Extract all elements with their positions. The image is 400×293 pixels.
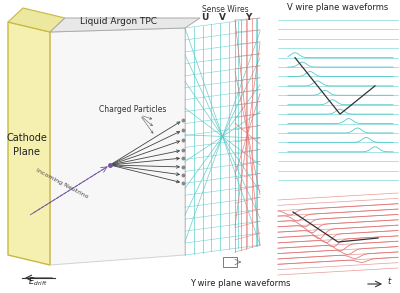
Polygon shape	[50, 18, 200, 32]
Text: Y: Y	[245, 13, 251, 21]
Text: V wire plane waveforms: V wire plane waveforms	[287, 4, 389, 13]
Text: U: U	[201, 13, 209, 21]
Text: Charged Particles: Charged Particles	[99, 105, 167, 114]
Polygon shape	[185, 18, 260, 255]
Text: Incoming Neutrino: Incoming Neutrino	[35, 167, 89, 199]
Text: Liquid Argon TPC: Liquid Argon TPC	[80, 18, 156, 26]
Polygon shape	[8, 8, 65, 32]
Text: Sense Wires: Sense Wires	[202, 6, 248, 14]
Bar	[223, 257, 237, 267]
Text: V: V	[218, 13, 226, 21]
Text: Y wire plane waveforms: Y wire plane waveforms	[190, 280, 290, 289]
Text: $E_{drift}$: $E_{drift}$	[28, 276, 48, 289]
Polygon shape	[50, 28, 185, 265]
Text: $t$: $t$	[387, 275, 393, 286]
Polygon shape	[8, 22, 50, 265]
Text: Cathode
Plane: Cathode Plane	[6, 133, 48, 157]
